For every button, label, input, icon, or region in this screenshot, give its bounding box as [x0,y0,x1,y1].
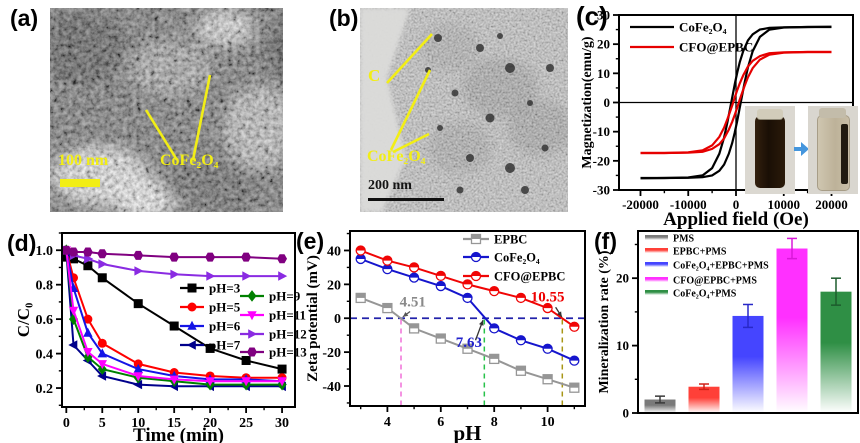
vial-after-photo [808,106,858,194]
svg-text:-10: -10 [593,124,610,139]
svg-text:pH: pH [453,421,481,443]
magnetization-chart: -20000 -10000 0 10000 20000 -30 -20 -10 0 10 20 30 A… [580,8,854,230]
vial-cap [819,108,846,118]
svg-text:Applied field (Oe): Applied field (Oe) [663,209,809,230]
sem-texture [50,8,283,212]
particle-annotation: CoFe₂O₄ [367,148,426,165]
svg-text:20: 20 [203,416,217,431]
panel-f-label: (f) [594,228,617,254]
svg-text:5: 5 [99,416,106,431]
svg-text:10: 10 [616,338,629,353]
pointer-line [392,132,430,154]
separation-arrow-icon [794,142,809,156]
svg-text:pH=7: pH=7 [209,338,241,353]
scale-bar [60,179,100,187]
svg-text:1.0: 1.0 [36,244,54,259]
svg-text:-20000: -20000 [622,197,659,212]
panel-c-label: (c) [576,1,608,31]
svg-text:-40: -40 [322,380,341,395]
panel-a-label: (a) [10,5,39,31]
svg-text:20000: 20000 [815,197,848,212]
pointer-line [191,74,212,161]
svg-text:15: 15 [167,416,181,431]
svg-text:7.63: 7.63 [456,335,482,351]
zeta-potential-chart: 4 6 8 10 -40 -20 0 20 40 pH Zeta potential (mV) 4.5… [305,230,586,443]
svg-text:-20: -20 [322,346,341,361]
svg-text:Time (min): Time (min) [133,425,224,443]
tem-image-panel: C CoFe₂O₄ 200 nm [360,8,568,212]
pointer-line [386,33,433,84]
svg-text:30: 30 [275,416,289,431]
svg-text:pH=9: pH=9 [269,289,301,304]
svg-text:0.8: 0.8 [36,279,54,294]
svg-text:-20: -20 [593,153,610,168]
svg-text:-10000: -10000 [670,197,707,212]
svg-text:pH=12: pH=12 [269,327,307,342]
svg-text:CFO@EPBC: CFO@EPBC [679,40,753,55]
svg-text:0.6: 0.6 [36,313,54,328]
svg-text:0: 0 [733,197,740,212]
magnetic-separation-inset [745,106,858,194]
svg-text:4.51: 4.51 [400,294,426,310]
svg-text:pH=11: pH=11 [269,308,306,323]
svg-text:0: 0 [63,416,70,431]
vial-dark-suspension [755,116,785,188]
magnet-with-particles [841,124,848,184]
svg-text:0.4: 0.4 [36,347,54,362]
degradation-chart: 0 5 10 15 20 25 30 0.2 0.4 0.6 0.8 1.0 Time (min) C/C… [14,232,307,443]
mineralization-chart: 0 10 20 Mineralization rate (%) PMS EPBC+PMS C… [597,230,859,421]
svg-text:0: 0 [604,95,611,110]
svg-text:-30: -30 [593,183,610,198]
svg-text:10.55: 10.55 [531,289,565,305]
svg-text:EPBC+PMS: EPBC+PMS [673,247,727,258]
svg-text:20: 20 [616,271,629,286]
pointer-line [389,69,432,151]
panel-e-label: (e) [296,228,325,254]
svg-text:0: 0 [334,312,341,327]
svg-text:10: 10 [597,66,610,81]
svg-text:40: 40 [327,244,341,259]
svg-text:8: 8 [491,415,498,430]
scale-bar-label: 200 nm [368,178,412,193]
svg-text:CoFe₂O₄+PMS: CoFe₂O₄+PMS [673,289,737,300]
vial-cap [757,109,783,120]
svg-text:0: 0 [623,406,630,421]
svg-text:CFO@EPBC: CFO@EPBC [494,269,565,283]
particle-annotation: CoFe₂O₄ [160,152,219,169]
svg-text:CoFe₂O₄: CoFe₂O₄ [679,20,727,35]
svg-text:Mineralization rate (%): Mineralization rate (%) [597,250,612,393]
svg-text:CFO@EPBC+PMS: CFO@EPBC+PMS [673,276,757,287]
svg-text:Zeta potential (mV): Zeta potential (mV) [305,255,321,382]
svg-text:30: 30 [597,8,610,23]
svg-text:10: 10 [131,416,145,431]
svg-text:pH=5: pH=5 [209,300,241,315]
svg-text:pH=13: pH=13 [269,345,307,360]
svg-text:EPBC: EPBC [494,232,527,246]
svg-text:pH=3: pH=3 [209,281,241,296]
svg-text:25: 25 [239,416,253,431]
svg-text:C/C₀: C/C₀ [14,303,33,337]
svg-text:0.2: 0.2 [36,382,54,397]
svg-text:20: 20 [327,278,341,293]
svg-text:CoFe₂O₄+EPBC+PMS: CoFe₂O₄+EPBC+PMS [673,261,769,272]
svg-text:CoFe₂O₄: CoFe₂O₄ [494,250,540,264]
panel-d-label: (d) [7,230,37,256]
scale-bar [368,198,444,201]
tem-texture [360,8,568,212]
carbon-annotation: C [368,66,381,85]
svg-text:pH=6: pH=6 [209,319,241,334]
sem-image-panel: 100 nm CoFe₂O₄ [50,8,283,212]
vial-before-photo [745,106,795,194]
panel-b-label: (b) [329,5,359,31]
pointer-line [144,109,179,161]
svg-text:PMS: PMS [673,234,695,245]
svg-text:4: 4 [384,415,391,430]
svg-text:10000: 10000 [768,197,801,212]
svg-text:10: 10 [541,415,555,430]
svg-text:Magnetization(emu/g): Magnetization(emu/g) [580,36,595,169]
scale-bar-label: 100 nm [58,152,109,169]
svg-text:6: 6 [437,415,444,430]
svg-text:20: 20 [597,37,610,52]
